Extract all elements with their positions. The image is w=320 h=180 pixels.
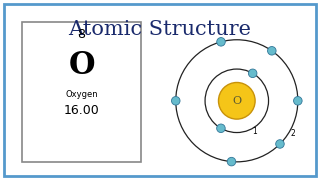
Circle shape: [276, 140, 284, 148]
Text: Atomic Structure: Atomic Structure: [68, 20, 252, 39]
Circle shape: [172, 96, 180, 105]
Text: O: O: [232, 96, 241, 106]
Bar: [22, 22, 141, 162]
Text: O: O: [68, 50, 95, 81]
Text: 8: 8: [78, 28, 86, 41]
Circle shape: [219, 82, 255, 119]
Text: 1: 1: [252, 127, 257, 136]
Circle shape: [227, 157, 236, 166]
Text: 2: 2: [291, 129, 296, 138]
Text: 16.00: 16.00: [64, 104, 100, 117]
Circle shape: [217, 38, 225, 46]
Circle shape: [268, 46, 276, 55]
Circle shape: [248, 69, 257, 78]
Circle shape: [293, 96, 302, 105]
Text: Oxygen: Oxygen: [65, 90, 98, 99]
Circle shape: [217, 124, 225, 132]
